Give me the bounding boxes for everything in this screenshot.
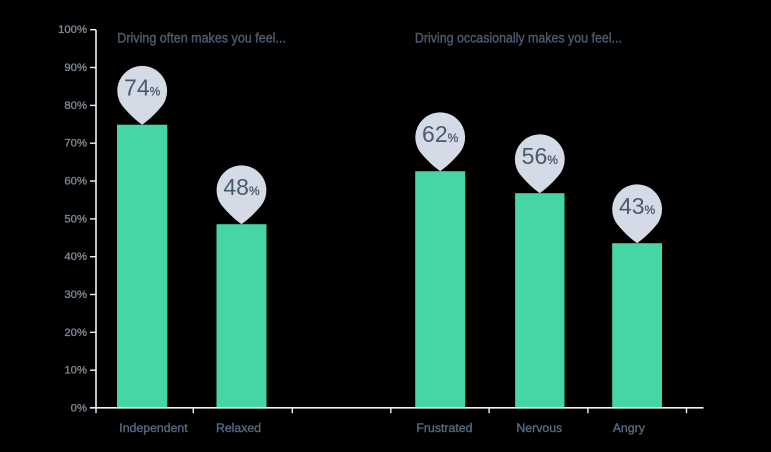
svg-text:60%: 60% <box>64 176 87 188</box>
svg-text:80%: 80% <box>64 100 87 112</box>
svg-text:90%: 90% <box>64 62 87 74</box>
svg-text:%: % <box>645 203 656 217</box>
svg-text:56: 56 <box>522 143 548 169</box>
svg-text:%: % <box>150 84 161 98</box>
svg-text:Relaxed: Relaxed <box>216 421 261 435</box>
svg-text:10%: 10% <box>64 365 87 377</box>
svg-text:100%: 100% <box>58 24 87 36</box>
svg-text:Angry: Angry <box>613 421 646 435</box>
svg-text:Driving occasionally makes you: Driving occasionally makes you feel... <box>415 29 622 45</box>
svg-text:Driving often makes you feel..: Driving often makes you feel... <box>117 29 286 45</box>
svg-text:Frustrated: Frustrated <box>416 421 472 435</box>
svg-text:0%: 0% <box>71 403 87 415</box>
svg-text:%: % <box>448 131 459 145</box>
svg-text:%: % <box>547 153 558 167</box>
svg-text:Independent: Independent <box>119 421 188 435</box>
svg-text:30%: 30% <box>64 289 87 301</box>
svg-text:20%: 20% <box>64 327 87 339</box>
svg-text:40%: 40% <box>64 251 87 263</box>
svg-text:Nervous: Nervous <box>516 421 562 435</box>
svg-text:%: % <box>249 184 260 198</box>
svg-text:62: 62 <box>422 121 448 147</box>
svg-text:70%: 70% <box>64 138 87 150</box>
svg-text:48: 48 <box>223 174 249 200</box>
svg-text:50%: 50% <box>64 213 87 225</box>
svg-text:74: 74 <box>124 74 150 100</box>
svg-text:43: 43 <box>619 193 645 219</box>
